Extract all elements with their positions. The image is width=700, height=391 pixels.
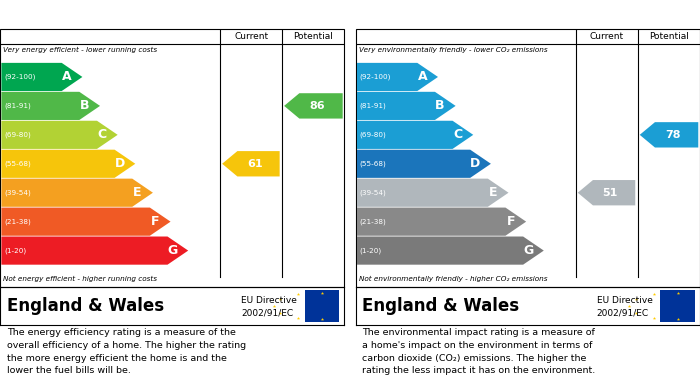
- Text: F: F: [506, 215, 515, 228]
- Polygon shape: [357, 63, 438, 91]
- Text: G: G: [167, 244, 178, 257]
- Text: The environmental impact rating is a measure of
a home's impact on the environme: The environmental impact rating is a mea…: [363, 328, 596, 375]
- Polygon shape: [222, 151, 280, 176]
- Polygon shape: [357, 237, 544, 265]
- Text: Not energy efficient - higher running costs: Not energy efficient - higher running co…: [4, 276, 158, 282]
- Text: (55-68): (55-68): [4, 161, 31, 167]
- Text: Potential: Potential: [293, 32, 333, 41]
- Polygon shape: [357, 150, 491, 178]
- Text: England & Wales: England & Wales: [7, 297, 164, 315]
- Text: Environmental Impact (CO₂) Rating: Environmental Impact (CO₂) Rating: [363, 8, 624, 21]
- Text: D: D: [115, 157, 125, 170]
- Polygon shape: [357, 92, 456, 120]
- Polygon shape: [578, 180, 636, 205]
- Text: B: B: [435, 99, 445, 112]
- Text: 2002/91/EC: 2002/91/EC: [596, 309, 649, 318]
- Text: 2002/91/EC: 2002/91/EC: [241, 309, 293, 318]
- Polygon shape: [1, 208, 171, 236]
- Text: F: F: [150, 215, 160, 228]
- Text: (81-91): (81-91): [360, 103, 386, 109]
- Text: C: C: [97, 128, 106, 141]
- Text: C: C: [453, 128, 462, 141]
- Text: (1-20): (1-20): [4, 248, 27, 254]
- Polygon shape: [357, 179, 508, 207]
- Polygon shape: [357, 121, 473, 149]
- Text: G: G: [523, 244, 533, 257]
- Text: (21-38): (21-38): [360, 219, 386, 225]
- Text: EU Directive: EU Directive: [241, 296, 297, 305]
- Polygon shape: [1, 150, 135, 178]
- Text: Current: Current: [234, 32, 269, 41]
- Text: 86: 86: [309, 101, 325, 111]
- Polygon shape: [640, 122, 699, 147]
- Text: (69-80): (69-80): [360, 132, 386, 138]
- Text: (39-54): (39-54): [4, 190, 31, 196]
- Polygon shape: [1, 237, 188, 265]
- Text: Current: Current: [590, 32, 624, 41]
- Text: Very energy efficient - lower running costs: Very energy efficient - lower running co…: [4, 47, 158, 53]
- Text: (81-91): (81-91): [4, 103, 31, 109]
- Text: 61: 61: [247, 159, 262, 169]
- Text: Very environmentally friendly - lower CO₂ emissions: Very environmentally friendly - lower CO…: [359, 47, 547, 53]
- Text: (21-38): (21-38): [4, 219, 31, 225]
- Text: (1-20): (1-20): [360, 248, 382, 254]
- Text: B: B: [80, 99, 90, 112]
- Polygon shape: [1, 121, 118, 149]
- Text: (92-100): (92-100): [360, 74, 391, 80]
- Polygon shape: [284, 93, 343, 118]
- Polygon shape: [1, 92, 100, 120]
- FancyBboxPatch shape: [304, 291, 340, 321]
- Text: (55-68): (55-68): [360, 161, 386, 167]
- Text: A: A: [418, 70, 427, 83]
- Polygon shape: [1, 179, 153, 207]
- Text: Potential: Potential: [649, 32, 689, 41]
- Text: EU Directive: EU Directive: [596, 296, 652, 305]
- Text: The energy efficiency rating is a measure of the
overall efficiency of a home. T: The energy efficiency rating is a measur…: [7, 328, 246, 375]
- Text: D: D: [470, 157, 480, 170]
- Text: (39-54): (39-54): [360, 190, 386, 196]
- Text: 51: 51: [603, 188, 618, 198]
- Text: Energy Efficiency Rating: Energy Efficiency Rating: [7, 8, 190, 21]
- Text: 78: 78: [665, 130, 680, 140]
- Text: E: E: [489, 186, 497, 199]
- Text: (69-80): (69-80): [4, 132, 31, 138]
- Text: Not environmentally friendly - higher CO₂ emissions: Not environmentally friendly - higher CO…: [359, 276, 547, 282]
- Polygon shape: [1, 63, 83, 91]
- FancyBboxPatch shape: [660, 291, 695, 321]
- Text: E: E: [133, 186, 141, 199]
- Text: England & Wales: England & Wales: [363, 297, 519, 315]
- Text: A: A: [62, 70, 71, 83]
- Polygon shape: [357, 208, 526, 236]
- Text: (92-100): (92-100): [4, 74, 36, 80]
